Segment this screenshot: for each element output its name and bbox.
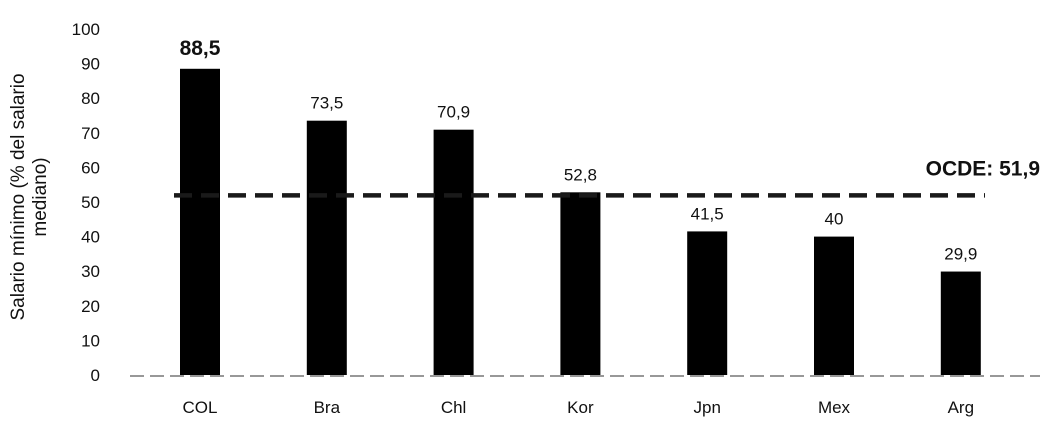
data-label-chl: 70,9 [437,103,470,122]
bar-kor [560,192,601,375]
y-tick-label: 20 [81,297,100,316]
oecd-reference-label: OCDE: 51,9 [926,157,1040,180]
y-axis-ticks: 0 10 20 30 40 50 60 70 80 90 100 [72,20,100,385]
y-axis-title: Salario mínimo (% del salario mediano) [8,73,51,320]
y-tick-label: 60 [81,158,100,177]
bar-jpn [687,231,728,375]
y-axis-title-line-1: Salario mínimo (% del salario [8,73,29,320]
category-label-arg: Arg [948,398,974,417]
y-axis-title-line-2: mediano) [30,157,51,236]
category-label-kor: Kor [567,398,594,417]
data-label-jpn: 41,5 [691,204,724,223]
y-tick-label: 0 [91,366,100,385]
bar-bra [306,120,347,375]
category-label-bra: Bra [314,398,341,417]
y-tick-label: 50 [81,193,100,212]
bar-mex [814,236,854,375]
y-tick-label: 70 [81,124,100,143]
category-label-chl: Chl [441,398,467,417]
data-label-col: 88,5 [180,37,221,60]
data-label-bra: 73,5 [310,94,343,113]
data-label-mex: 40 [825,210,844,229]
data-label-kor: 52,8 [564,165,597,184]
category-label-jpn: Jpn [693,398,720,417]
y-tick-label: 10 [81,331,100,350]
bar-col [180,68,220,375]
y-tick-label: 100 [72,20,100,39]
bars [180,68,981,375]
bar-chl [433,129,474,375]
category-label-mex: Mex [818,398,851,417]
data-label-arg: 29,9 [944,245,977,264]
bar-arg [940,271,981,375]
y-tick-label: 40 [81,228,100,247]
y-tick-label: 30 [81,262,100,281]
y-tick-label: 90 [81,55,100,74]
category-label-col: COL [183,398,218,417]
data-labels: 88,5 73,5 70,9 52,8 41,5 40 29,9 [180,37,978,264]
y-tick-label: 80 [81,89,100,108]
category-labels: COL Bra Chl Kor Jpn Mex Arg [183,398,975,417]
